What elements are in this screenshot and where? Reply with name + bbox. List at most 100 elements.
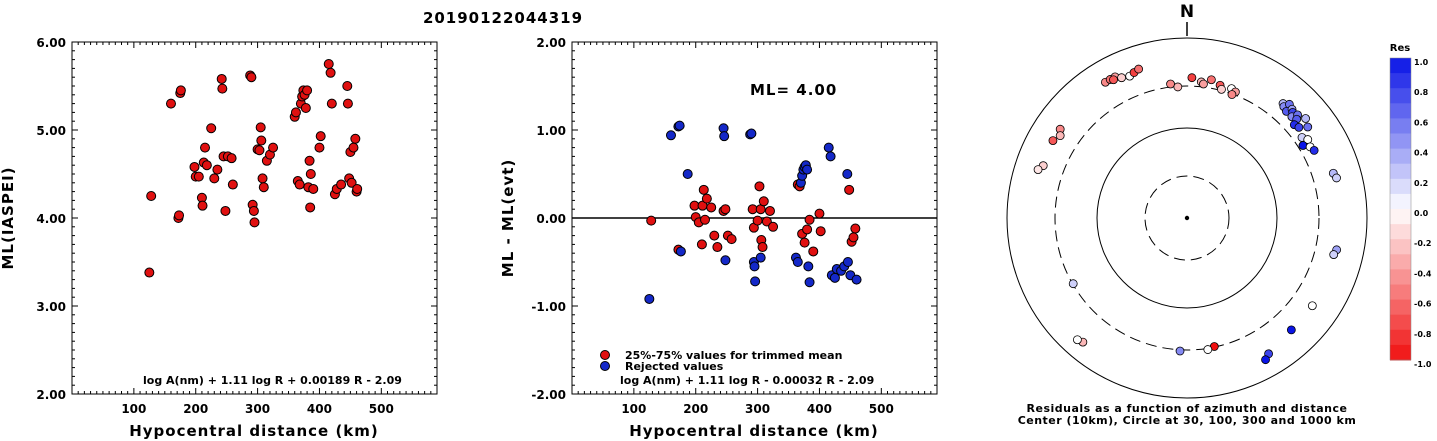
station-markers [1033, 64, 1342, 365]
station-marker [1301, 114, 1310, 123]
station-marker [1217, 84, 1226, 94]
center-point [1184, 215, 1190, 221]
colorbar-cell [1390, 329, 1411, 346]
rejected-point [803, 261, 814, 272]
colorbar-cell [1390, 209, 1411, 225]
plot2-xlabel: Hypocentral distance (km) [629, 422, 879, 440]
colorbar-title: Res [1390, 43, 1410, 54]
colorbar-tick-label: -0.2 [1414, 239, 1432, 248]
colorbar-cell [1390, 178, 1411, 195]
rejected-point [675, 246, 686, 257]
station-marker [1187, 73, 1197, 83]
data-point [144, 267, 155, 278]
data-point [227, 179, 238, 190]
data-point [165, 98, 176, 109]
colorbar-cell [1390, 224, 1411, 240]
rejected-point [749, 261, 760, 272]
data-point [258, 182, 269, 193]
trimmed-point [696, 239, 707, 250]
colorbar-cell [1390, 163, 1411, 180]
data-point [189, 161, 200, 172]
colorbar-cell [1390, 269, 1411, 285]
station-marker [1261, 355, 1270, 365]
north-label: N [1180, 2, 1194, 22]
data-point [217, 83, 228, 94]
data-point [308, 183, 319, 194]
data-point [300, 103, 311, 113]
trimmed-point [814, 208, 825, 219]
y-tick-label: -2.00 [531, 388, 566, 402]
legend-marker-rejected [600, 361, 610, 371]
trimmed-point [848, 232, 859, 243]
rejected-point [792, 257, 803, 267]
trimmed-point [802, 224, 813, 235]
trimmed-point [700, 214, 711, 225]
colorbar-tick-label: 0.6 [1414, 118, 1429, 127]
y-tick-label: 2.00 [536, 36, 566, 50]
station-marker [1303, 122, 1313, 132]
colorbar-cell [1390, 73, 1411, 89]
x-tick-label: 400 [807, 402, 832, 416]
data-point [206, 123, 217, 134]
trimmed-point [752, 215, 763, 226]
y-tick-label: 2.00 [36, 388, 66, 402]
data-point [175, 85, 186, 96]
station-marker [1068, 279, 1078, 289]
y-tick-label: 4.00 [36, 212, 66, 226]
colorbar-tick-label: 0.0 [1414, 209, 1429, 218]
station-marker [1033, 165, 1043, 175]
station-marker [1309, 145, 1319, 155]
rejected-point [720, 255, 731, 266]
station-marker [1175, 346, 1185, 356]
map-caption-line1: Residuals as a function of azimuth and d… [1027, 402, 1348, 415]
ml-value-label: ML= 4.00 [750, 81, 837, 99]
data-point [146, 191, 157, 201]
map-caption-line2: Center (10km), Circle at 30, 100, 300 an… [1018, 414, 1357, 427]
x-tick-label: 200 [683, 402, 708, 416]
data-point [220, 205, 231, 216]
plot2-points [644, 120, 862, 304]
rejected-point [804, 277, 815, 288]
data-point [249, 217, 260, 228]
x-tick-label: 500 [369, 402, 394, 416]
rejected-point [851, 274, 862, 285]
data-point [350, 133, 361, 144]
data-point [246, 72, 257, 83]
colorbar-cell [1390, 284, 1411, 301]
rejected-point [755, 252, 766, 263]
data-point [201, 160, 212, 171]
station-marker [1298, 141, 1308, 150]
station-marker [1294, 122, 1304, 132]
data-point [174, 210, 185, 221]
colorbar-tick-label: 0.8 [1414, 88, 1429, 97]
trimmed-point [712, 242, 723, 253]
trimmed-point [709, 230, 720, 241]
trimmed-point [799, 237, 810, 248]
trimmed-point [758, 196, 769, 207]
plot1-points [144, 59, 363, 278]
trimmed-point [844, 184, 855, 195]
rejected-point [665, 130, 676, 141]
station-marker [1109, 75, 1118, 85]
trimmed-point [764, 205, 775, 216]
rejected-point [825, 151, 836, 162]
trimmed-point [768, 221, 779, 232]
colorbar-cell [1390, 193, 1411, 210]
colorbar-tick-label: 1.0 [1414, 58, 1429, 67]
trimmed-point [720, 204, 731, 215]
colorbar-tick-label: -0.8 [1414, 330, 1432, 339]
colorbar-tick-label: -0.4 [1414, 269, 1432, 278]
rejected-point [842, 257, 853, 267]
colorbar-cell [1390, 344, 1411, 361]
data-point [256, 135, 267, 146]
ml-vs-distance-plot: 100 200 300 400 500 2.00 3.00 4.00 5.00 6.00 log … [0, 36, 438, 440]
data-point [336, 179, 347, 190]
colorbar-cell [1390, 118, 1411, 134]
trimmed-point [808, 246, 819, 257]
y-tick-label: 5.00 [36, 124, 66, 138]
data-point [294, 179, 305, 190]
station-marker [1072, 335, 1082, 345]
trimmed-point [706, 202, 717, 213]
data-point [200, 142, 211, 153]
